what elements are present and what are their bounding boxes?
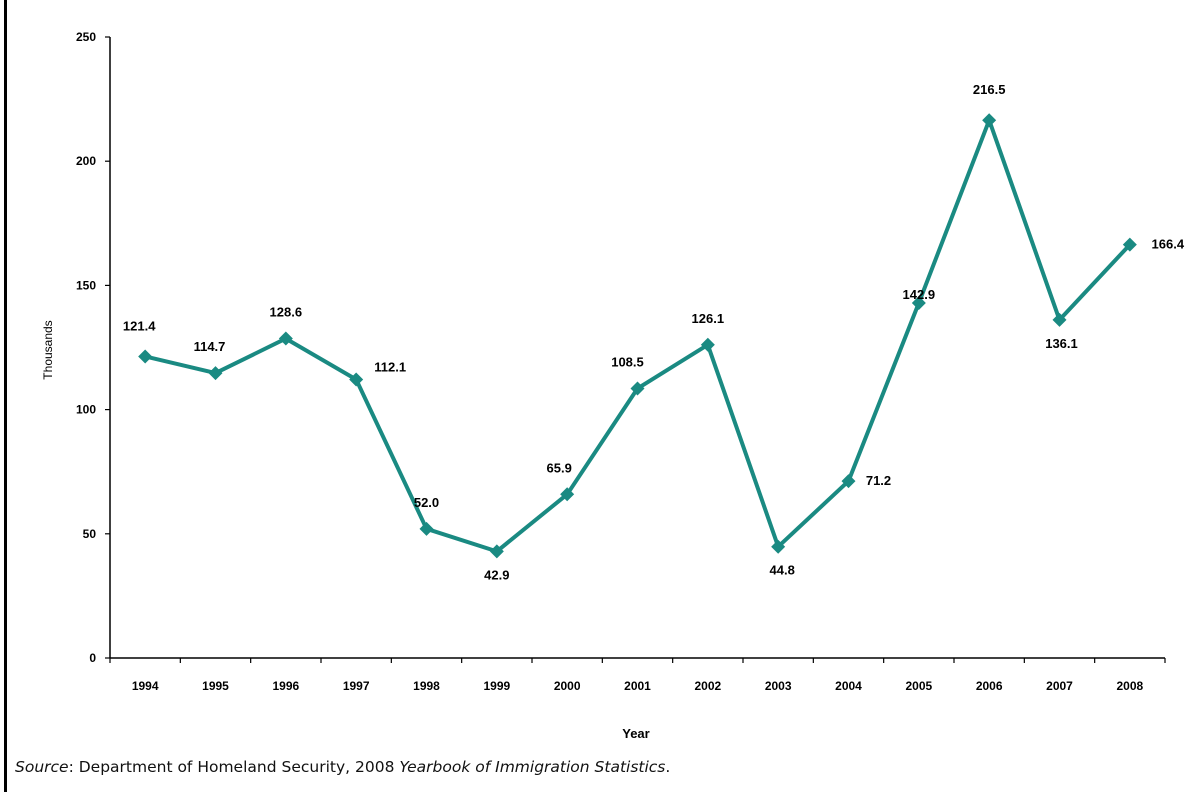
data-label: 112.1	[374, 360, 406, 375]
data-label: 52.0	[414, 495, 439, 510]
y-axis-title: Thousands	[41, 320, 55, 379]
data-point	[419, 521, 434, 536]
data-label: 121.4	[123, 318, 156, 333]
data-label: 108.5	[611, 354, 644, 369]
y-tick-label: 150	[76, 278, 96, 292]
data-point	[700, 337, 715, 352]
data-point	[489, 544, 504, 559]
x-tick-label: 2000	[554, 679, 581, 693]
data-point	[1052, 312, 1067, 327]
x-tick-label: 2008	[1116, 679, 1143, 693]
x-axis-title: Year	[622, 726, 649, 741]
data-point	[138, 349, 153, 364]
series-line	[144, 118, 1132, 554]
page-left-border	[4, 0, 7, 792]
x-tick-label: 1998	[413, 679, 440, 693]
y-tick-label: 50	[83, 527, 97, 541]
data-label: 65.9	[547, 460, 572, 475]
x-tick-label: 1994	[132, 679, 159, 693]
data-point	[208, 366, 223, 381]
x-tick-label: 2006	[976, 679, 1003, 693]
data-labels: 121.4 114.7 128.6 112.1 52.0 42.9 65.9 108.5 126…	[123, 82, 1185, 582]
data-label: 126.1	[692, 311, 725, 326]
y-tick-label: 100	[76, 403, 96, 417]
x-tick-label: 2003	[765, 679, 792, 693]
data-point	[982, 113, 997, 128]
y-tick-label: 250	[76, 30, 96, 44]
data-point	[1122, 237, 1137, 252]
line-chart: 0 50 100 150 200 250 1994 1995 1996 1997 1998 1999…	[41, 30, 1185, 741]
data-label: 44.8	[770, 563, 795, 578]
x-tick-label: 1997	[343, 679, 370, 693]
data-point	[278, 331, 293, 346]
x-tick-label: 1996	[272, 679, 299, 693]
data-label: 216.5	[973, 82, 1006, 97]
data-label: 142.9	[903, 287, 936, 302]
x-axis-ticks: 1994 1995 1996 1997 1998 1999 2000 2001 2002 2003…	[109, 658, 1166, 693]
data-point	[560, 487, 575, 502]
data-point	[841, 474, 856, 489]
data-point	[630, 381, 645, 396]
x-tick-label: 2005	[905, 679, 932, 693]
source-prefix: Source	[15, 758, 69, 776]
x-tick-label: 2002	[694, 679, 721, 693]
data-label: 42.9	[484, 567, 509, 582]
data-label: 166.4	[1152, 237, 1185, 252]
series-markers	[138, 113, 1137, 559]
x-tick-label: 2007	[1046, 679, 1073, 693]
data-label: 136.1	[1045, 336, 1078, 351]
source-note: Source: Department of Homeland Security,…	[15, 758, 670, 776]
source-suffix: .	[665, 758, 671, 776]
chart-axes	[109, 37, 1165, 659]
data-label: 128.6	[270, 305, 303, 320]
source-text: : Department of Homeland Security, 2008	[68, 758, 400, 776]
x-tick-label: 1999	[483, 679, 510, 693]
y-tick-label: 0	[89, 651, 96, 665]
y-tick-label: 200	[76, 154, 96, 168]
y-axis-ticks: 0 50 100 150 200 250	[76, 30, 110, 665]
x-tick-label: 1995	[202, 679, 229, 693]
data-label: 114.7	[194, 339, 226, 354]
x-tick-label: 2001	[624, 679, 651, 693]
data-point	[349, 372, 364, 387]
x-tick-label: 2004	[835, 679, 862, 693]
data-label: 71.2	[866, 473, 891, 488]
source-title: Yearbook of Immigration Statistics	[399, 758, 666, 776]
data-point	[911, 296, 926, 311]
data-point	[771, 539, 786, 554]
